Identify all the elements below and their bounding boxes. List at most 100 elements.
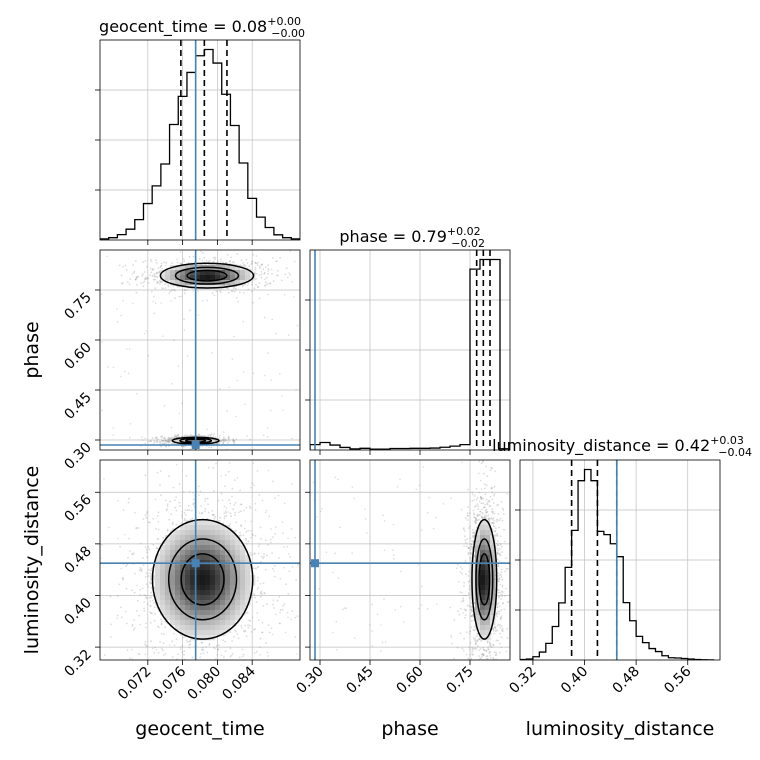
pair-geocent-time-phase-density-cell: [215, 275, 221, 281]
pair-geocent-time-phase-density-cell: [200, 280, 206, 286]
pair-geocent-time-luminosity-distance-sample: [259, 637, 262, 640]
pair-geocent-time-luminosity-distance-sample: [144, 575, 147, 578]
pair-phase-luminosity-distance-sample: [470, 626, 473, 629]
pair-geocent-time-phase-density-cell: [160, 270, 166, 276]
pair-geocent-time-phase-sample: [232, 438, 235, 440]
pair-geocent-time-luminosity-distance-density-cell: [175, 610, 181, 616]
pair-geocent-time-luminosity-distance-density-cell: [220, 525, 226, 531]
pair-phase-luminosity-distance-sample: [485, 515, 488, 517]
pair-geocent-time-luminosity-distance-sample: [223, 656, 225, 659]
pair-phase-luminosity-distance-sample: [469, 648, 471, 651]
pair-geocent-time-phase-sample: [170, 426, 173, 429]
pair-phase-luminosity-distance-sample: [484, 503, 486, 506]
pair-geocent-time-phase-sample: [122, 299, 124, 302]
pair-phase-luminosity-distance-sample: [486, 502, 488, 505]
pair-geocent-time-phase-sample: [112, 434, 114, 436]
pair-geocent-time-phase-sample: [235, 438, 238, 441]
pair-phase-luminosity-distance-sample: [493, 502, 495, 504]
pair-phase-luminosity-distance-sample: [453, 619, 456, 621]
pair-geocent-time-luminosity-distance-sample: [185, 639, 188, 641]
pair-phase-luminosity-distance-sample: [470, 543, 473, 546]
pair-phase-luminosity-distance-sample: [485, 665, 487, 667]
pair-phase-luminosity-distance-sample: [483, 487, 486, 490]
pair-geocent-time-phase-sample: [163, 436, 166, 439]
pair-geocent-time-phase-sample: [157, 281, 160, 284]
pair-phase-luminosity-distance-sample: [494, 530, 497, 533]
pair-geocent-time-luminosity-distance-density-cell: [160, 590, 166, 596]
pair-geocent-time-luminosity-distance-sample: [263, 555, 265, 558]
pair-geocent-time-phase-sample: [167, 436, 170, 439]
pair-geocent-time-phase-sample: [259, 265, 261, 268]
pair-geocent-time-phase-sample: [216, 290, 219, 292]
pair-geocent-time-phase-sample: [269, 282, 271, 285]
pair-geocent-time-luminosity-distance-sample: [272, 603, 274, 606]
pair-geocent-time-phase-sample: [177, 434, 180, 437]
pair-geocent-time-luminosity-distance-sample: [146, 556, 149, 559]
pair-geocent-time-luminosity-distance-sample: [261, 631, 264, 634]
pair-geocent-time-phase-sample: [266, 436, 269, 438]
pair-geocent-time-luminosity-distance-sample: [119, 606, 122, 609]
pair-geocent-time-phase-sample: [133, 270, 136, 273]
pair-geocent-time-luminosity-distance-sample: [231, 495, 233, 498]
pair-geocent-time-luminosity-distance-sample: [264, 511, 267, 514]
pair-geocent-time-phase-density-cell: [240, 275, 246, 281]
pair-geocent-time-luminosity-distance-sample: [143, 607, 146, 610]
pair-phase-luminosity-distance-sample: [501, 602, 504, 605]
hist-phase-marks: [310, 250, 510, 450]
pair-geocent-time-luminosity-distance-density-cell: [205, 610, 211, 616]
pair-geocent-time-luminosity-distance-sample: [153, 602, 155, 604]
pair-geocent-time-phase-sample: [267, 264, 269, 266]
pair-geocent-time-phase-sample: [158, 271, 161, 274]
pair-geocent-time-luminosity-distance-sample: [174, 506, 177, 509]
pair-geocent-time-phase-sample: [135, 277, 138, 279]
pair-geocent-time-luminosity-distance-sample: [205, 453, 207, 455]
pair-phase-luminosity-distance-sample: [499, 542, 502, 545]
pair-geocent-time-luminosity-distance-sample: [247, 611, 249, 614]
pair-geocent-time-luminosity-distance-sample: [135, 610, 138, 612]
pair-geocent-time-luminosity-distance-density-cell: [205, 585, 211, 591]
pair-phase-luminosity-distance-sample: [460, 607, 462, 610]
pair-geocent-time-luminosity-distance-sample: [286, 611, 289, 614]
y-tick-label-pair-geocent-time-phase-2: 0.60: [61, 340, 94, 373]
pair-geocent-time-luminosity-distance-sample: [131, 658, 133, 660]
pair-phase-luminosity-distance-sample: [482, 654, 485, 657]
pair-phase-luminosity-distance-sample: [505, 687, 507, 689]
pair-geocent-time-luminosity-distance-sample: [127, 501, 130, 504]
pair-geocent-time-phase-sample: [169, 437, 171, 440]
pair-geocent-time-luminosity-distance-sample: [272, 536, 274, 538]
pair-geocent-time-luminosity-distance-sample: [149, 600, 152, 603]
pair-geocent-time-phase-sample: [161, 442, 164, 445]
pair-geocent-time-luminosity-distance-sample: [136, 600, 139, 602]
pair-geocent-time-phase-density-cell: [230, 265, 236, 271]
pair-geocent-time-luminosity-distance-sample: [150, 604, 152, 607]
pair-geocent-time-luminosity-distance-density-cell: [180, 530, 186, 536]
pair-geocent-time-luminosity-distance-density-cell: [200, 615, 206, 621]
pair-phase-luminosity-distance-sample: [480, 502, 483, 505]
pair-geocent-time-phase-sample: [167, 285, 170, 288]
pair-phase-luminosity-distance-sample: [478, 649, 481, 652]
pair-geocent-time-luminosity-distance-sample: [282, 532, 284, 535]
pair-geocent-time-luminosity-distance-sample: [121, 577, 124, 579]
pair-geocent-time-luminosity-distance-density-cell: [235, 575, 241, 581]
pair-geocent-time-phase-sample: [222, 261, 224, 263]
pair-geocent-time-phase-sample: [212, 256, 215, 259]
pair-geocent-time-luminosity-distance-sample: [120, 567, 122, 570]
pair-geocent-time-phase-sample: [154, 287, 157, 290]
pair-geocent-time-luminosity-distance-sample: [276, 599, 279, 602]
pair-geocent-time-luminosity-distance-sample: [183, 519, 186, 522]
pair-geocent-time-luminosity-distance-sample: [259, 596, 262, 598]
pair-geocent-time-phase-sample: [126, 281, 129, 283]
pair-geocent-time-luminosity-distance-sample: [247, 540, 250, 543]
pair-phase-luminosity-distance-sample: [478, 655, 480, 657]
pair-geocent-time-luminosity-distance-sample: [170, 513, 173, 516]
pair-geocent-time-luminosity-distance-sample: [200, 648, 203, 651]
pair-geocent-time-phase-sample: [266, 282, 269, 285]
pair-phase-luminosity-distance-sample: [462, 597, 464, 600]
pair-phase-luminosity-distance-sample: [496, 629, 499, 632]
pair-geocent-time-phase-sample: [301, 285, 303, 287]
pair-geocent-time-phase-sample: [232, 287, 235, 290]
pair-geocent-time-luminosity-distance-density-cell: [220, 555, 226, 561]
pair-geocent-time-luminosity-distance-sample: [178, 483, 181, 486]
pair-geocent-time-phase-sample: [263, 284, 266, 287]
